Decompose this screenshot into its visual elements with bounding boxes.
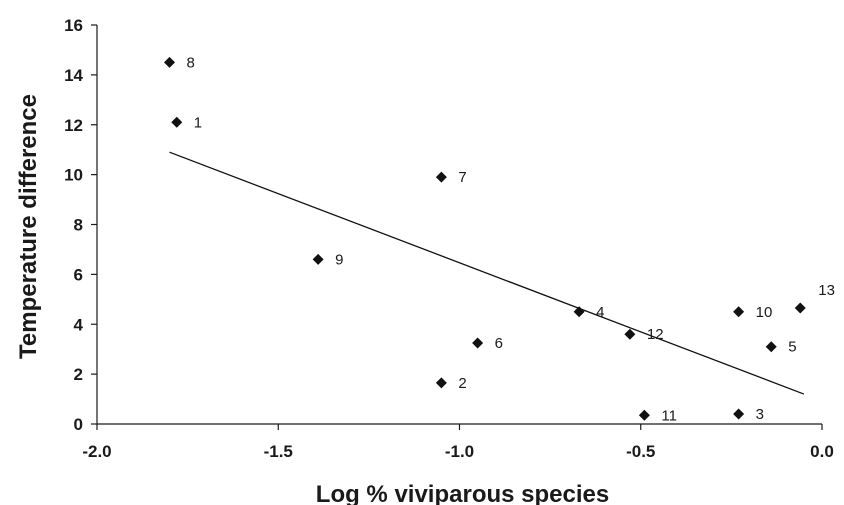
y-tick-label: 0 <box>74 415 83 434</box>
data-point-marker <box>573 306 585 318</box>
data-point-marker <box>171 116 183 128</box>
x-tick-label: -0.5 <box>626 442 655 461</box>
y-axis-ticks: 0 2 4 6 8 10 12 14 16 <box>64 16 97 434</box>
y-tick-label: 2 <box>74 365 83 384</box>
data-point-marker <box>435 377 447 389</box>
data-point-label: 11 <box>661 407 677 424</box>
x-axis-title: Log % viviparous species <box>316 481 609 505</box>
data-point-label: 9 <box>335 251 343 268</box>
x-axis-ticks: -2.0 -1.5 -1.0 -0.5 0.0 <box>82 424 834 461</box>
data-point-label: 6 <box>495 335 503 352</box>
data-point-marker <box>312 253 324 265</box>
y-tick-label: 6 <box>74 265 83 284</box>
data-point-label: 3 <box>756 406 764 423</box>
data-point-marker <box>164 56 175 68</box>
y-tick-label: 16 <box>64 16 83 35</box>
data-point-label: 4 <box>596 304 604 321</box>
data-point-label: 7 <box>458 169 466 186</box>
data-point-label: 8 <box>187 54 195 71</box>
trendline <box>169 151 805 395</box>
x-tick-label: -1.5 <box>264 442 293 461</box>
y-tick-label: 4 <box>74 315 84 334</box>
y-axis-title: Temperature difference <box>15 94 42 359</box>
data-point-marker <box>435 171 447 183</box>
data-point-label: 10 <box>756 304 773 321</box>
y-tick-label: 12 <box>64 116 83 135</box>
data-point-marker <box>472 337 484 349</box>
x-tick-label: -2.0 <box>82 442 111 461</box>
y-tick-label: 10 <box>64 166 83 185</box>
data-point-label: 12 <box>647 326 664 343</box>
data-point-marker <box>794 302 806 314</box>
data-point-marker <box>733 306 745 318</box>
data-point-label: 5 <box>788 339 796 356</box>
y-tick-label: 8 <box>74 216 83 235</box>
data-point-label: 13 <box>818 282 835 299</box>
y-tick-label: 14 <box>64 66 83 85</box>
x-tick-label: -1.0 <box>445 442 474 461</box>
data-point-marker <box>624 328 636 340</box>
data-point-label: 2 <box>458 375 466 392</box>
data-point-label: 1 <box>194 114 202 131</box>
data-point-marker <box>733 408 745 420</box>
x-tick-label: 0.0 <box>810 442 834 461</box>
data-point-marker <box>765 341 777 353</box>
data-point-marker <box>638 409 650 421</box>
